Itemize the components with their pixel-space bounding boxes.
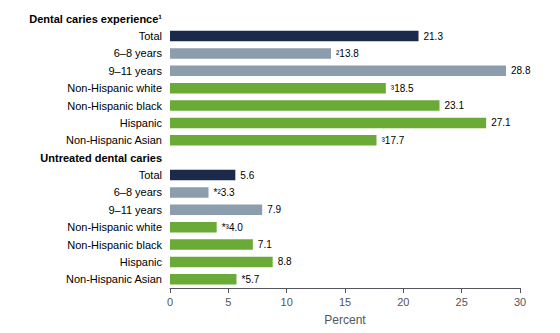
svg-text:30: 30 — [514, 296, 526, 308]
svg-text:5: 5 — [225, 296, 231, 308]
svg-text:21.3: 21.3 — [424, 31, 444, 42]
svg-text:Total: Total — [139, 169, 162, 181]
svg-text:³17.7: ³17.7 — [382, 135, 405, 146]
svg-text:Percent: Percent — [324, 313, 366, 327]
svg-text:Hispanic: Hispanic — [120, 256, 163, 268]
svg-text:9–11 years: 9–11 years — [108, 65, 162, 77]
svg-text:Non-Hispanic Asian: Non-Hispanic Asian — [66, 273, 162, 285]
svg-text:15: 15 — [339, 296, 351, 308]
svg-text:20: 20 — [397, 296, 409, 308]
svg-text:²13.8: ²13.8 — [336, 48, 359, 59]
svg-text:Non-Hispanic black: Non-Hispanic black — [67, 100, 162, 112]
svg-text:6–8 years: 6–8 years — [114, 186, 163, 198]
svg-text:Untreated dental caries: Untreated dental caries — [40, 152, 162, 164]
svg-text:7.9: 7.9 — [267, 204, 281, 215]
svg-text:28.8: 28.8 — [511, 65, 531, 76]
svg-text:Dental caries experience¹: Dental caries experience¹ — [29, 13, 162, 25]
svg-text:*5.7: *5.7 — [242, 274, 260, 285]
svg-text:9–11 years: 9–11 years — [108, 204, 162, 216]
svg-text:*²3.3: *²3.3 — [214, 187, 236, 198]
svg-text:25: 25 — [456, 296, 468, 308]
svg-text:Total: Total — [139, 30, 162, 42]
svg-text:27.1: 27.1 — [491, 117, 511, 128]
svg-text:7.1: 7.1 — [258, 239, 272, 250]
svg-text:*³4.0: *³4.0 — [222, 222, 244, 233]
svg-text:0: 0 — [167, 296, 173, 308]
svg-text:³18.5: ³18.5 — [391, 83, 414, 94]
svg-text:23.1: 23.1 — [445, 100, 465, 111]
svg-text:Non-Hispanic white: Non-Hispanic white — [67, 221, 162, 233]
svg-text:5.6: 5.6 — [240, 170, 254, 181]
svg-text:Non-Hispanic black: Non-Hispanic black — [67, 239, 162, 251]
svg-text:Hispanic: Hispanic — [120, 117, 163, 129]
svg-text:6–8 years: 6–8 years — [114, 47, 163, 59]
svg-text:Non-Hispanic Asian: Non-Hispanic Asian — [66, 134, 162, 146]
svg-text:8.8: 8.8 — [278, 256, 292, 267]
svg-text:Non-Hispanic white: Non-Hispanic white — [67, 82, 162, 94]
svg-text:10: 10 — [281, 296, 293, 308]
